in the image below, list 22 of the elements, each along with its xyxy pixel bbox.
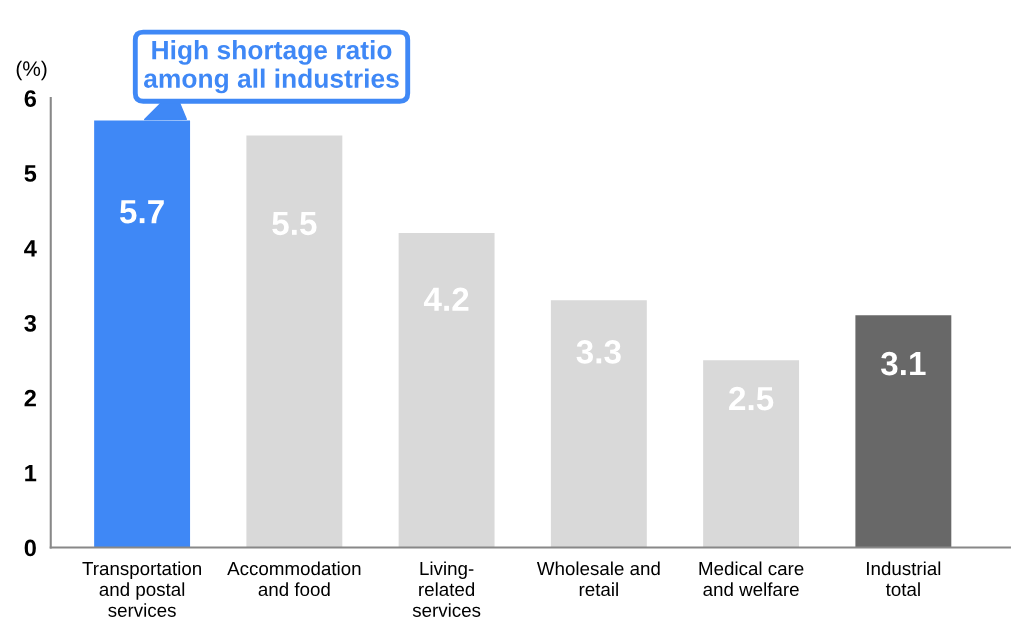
bar: [855, 315, 952, 548]
y-tick-label: 3: [24, 314, 37, 332]
x-tick-label: Industrial total: [867, 561, 941, 597]
y-tick-label: 1: [25, 464, 37, 482]
y-tick-label: 6: [24, 90, 37, 107]
y-tick-label: 4: [24, 240, 37, 257]
y-axis-title: (%): [16, 60, 47, 81]
x-tick-label: Transportation and postal services: [82, 561, 201, 617]
bar: [398, 232, 495, 548]
y-tick-label: 5: [24, 165, 37, 182]
y-tick-label: 0: [24, 539, 36, 557]
x-tick-label: Medical care and welfare: [699, 561, 804, 597]
bar: [246, 135, 343, 548]
x-tick-label: Living- related services: [412, 561, 481, 617]
x-tick-label: Accommodation and food: [227, 561, 361, 597]
annotation: High shortage ratio among all industries: [143, 40, 399, 94]
bar: [703, 360, 800, 548]
x-tick-label: Wholesale and retail: [536, 561, 660, 597]
y-tick-label: 2: [24, 389, 36, 407]
bar: [550, 300, 647, 548]
data-label: 5.7: [119, 200, 164, 224]
data-label: 3.1: [880, 351, 926, 376]
